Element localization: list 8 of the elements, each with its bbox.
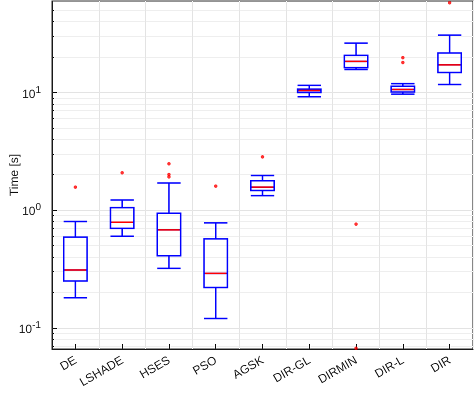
y-tick-label: 10$^{0}$ <box>22 202 41 218</box>
x-tick-label: DE <box>57 352 79 374</box>
y-axis-title: Time [s] <box>7 154 21 196</box>
y-tick-label: 10$^{1}$ <box>22 84 41 101</box>
x-tick-label: PSO <box>190 352 220 378</box>
x-tick-label: DIR <box>428 352 454 376</box>
y-tick-label: 10$^{-1}$ <box>18 320 41 336</box>
x-tick-label: DIR-L <box>372 352 407 381</box>
